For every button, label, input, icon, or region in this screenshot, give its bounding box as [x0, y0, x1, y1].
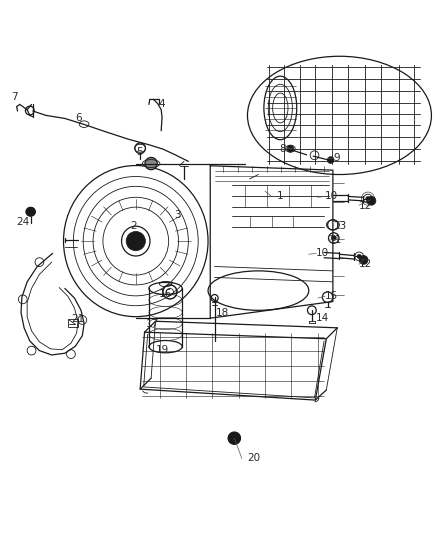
Text: 1: 1: [277, 190, 283, 200]
Circle shape: [357, 254, 361, 259]
Text: 20: 20: [247, 454, 261, 463]
Text: 16: 16: [159, 289, 172, 298]
Circle shape: [287, 145, 294, 152]
Text: 21: 21: [71, 314, 84, 324]
Text: 12: 12: [359, 201, 372, 211]
Text: 12: 12: [359, 260, 372, 269]
Text: 13: 13: [334, 221, 347, 231]
Text: 19: 19: [155, 345, 169, 355]
Text: 4: 4: [159, 100, 165, 109]
Text: 6: 6: [75, 114, 82, 124]
Text: 3: 3: [174, 210, 181, 220]
Text: 8: 8: [279, 144, 286, 154]
Bar: [68, 319, 78, 327]
Text: 18: 18: [215, 309, 229, 318]
Text: 7: 7: [11, 92, 18, 102]
Text: 11: 11: [328, 235, 342, 245]
Text: 14: 14: [316, 313, 329, 323]
Text: 24: 24: [17, 217, 30, 227]
Text: 10: 10: [316, 248, 329, 259]
Circle shape: [26, 207, 35, 216]
Text: 5: 5: [137, 147, 143, 157]
Circle shape: [126, 231, 145, 251]
Circle shape: [228, 432, 240, 445]
Text: 15: 15: [325, 291, 338, 301]
Text: 10: 10: [325, 191, 338, 201]
Text: 17: 17: [145, 319, 159, 329]
Circle shape: [359, 255, 368, 264]
Text: 2: 2: [131, 221, 137, 231]
Circle shape: [331, 236, 336, 241]
Circle shape: [366, 197, 370, 201]
Circle shape: [327, 157, 334, 164]
Text: 9: 9: [334, 153, 340, 163]
Circle shape: [145, 157, 157, 169]
Circle shape: [367, 197, 376, 205]
